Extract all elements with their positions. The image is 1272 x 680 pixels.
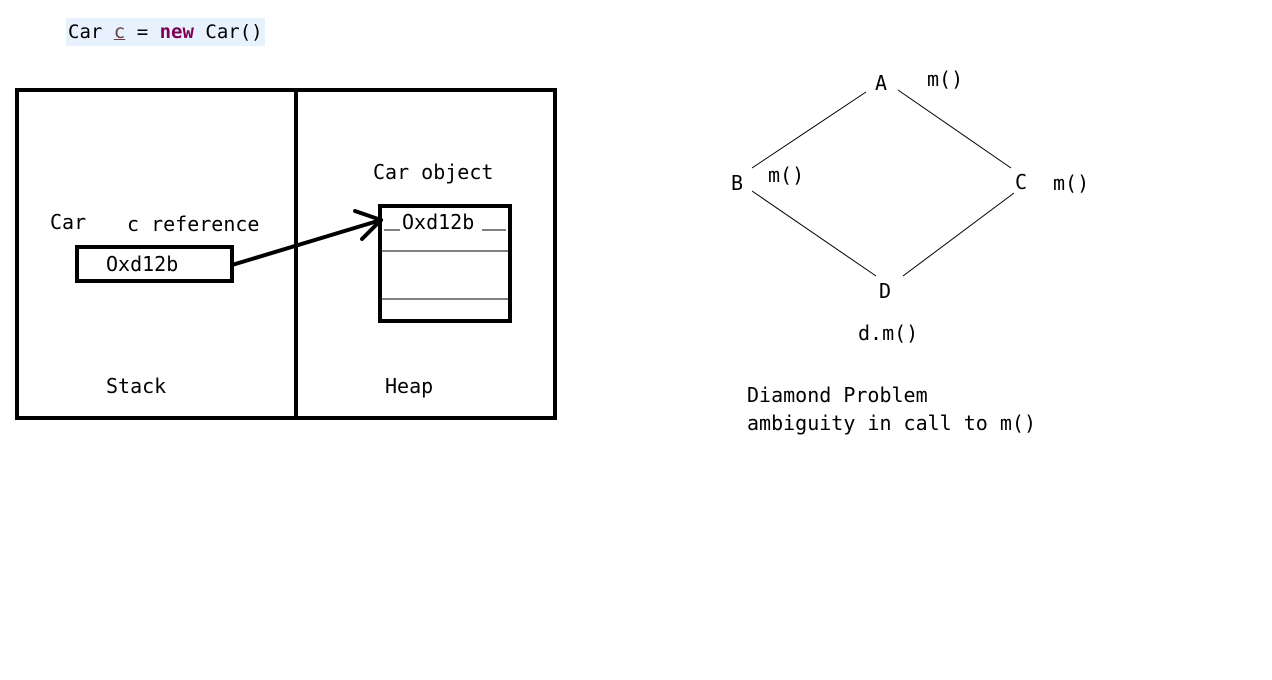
reference-arrow-head: [353, 209, 383, 241]
stack-class-label: Car: [50, 210, 87, 234]
edge-a-c: [897, 89, 1012, 169]
diamond-call: d.m(): [858, 321, 919, 345]
code-constructor: Car(): [205, 21, 263, 43]
node-a-method: m(): [927, 67, 964, 91]
edge-b-d: [751, 190, 877, 277]
memory-frame: [15, 88, 557, 420]
node-a: A: [875, 71, 888, 95]
code-variable: c: [113, 21, 126, 43]
edge-a-b: [751, 91, 867, 169]
stack-reference-value: Oxd12b: [106, 252, 179, 276]
node-c: C: [1015, 170, 1028, 194]
heap-object-box: [378, 204, 512, 323]
node-c-method: m(): [1053, 171, 1090, 195]
heap-object-address: Oxd12b: [402, 210, 475, 234]
code-statement: Car c = new Car(): [66, 18, 265, 46]
diamond-caption-desc: ambiguity in call to m(): [747, 411, 1036, 435]
node-d: D: [879, 279, 892, 303]
code-new-keyword: new: [159, 21, 194, 43]
node-b-method: m(): [768, 163, 805, 187]
stack-label: Stack: [106, 374, 167, 398]
stack-reference-label: c reference: [127, 212, 260, 236]
reference-arrow: [230, 218, 383, 267]
code-type: Car: [68, 21, 103, 43]
heap-object-label: Car object: [373, 160, 494, 184]
heap-label: Heap: [385, 374, 434, 398]
diamond-caption-title: Diamond Problem: [747, 383, 928, 407]
edge-c-d: [902, 192, 1015, 277]
code-equals: =: [136, 21, 149, 43]
node-b: B: [731, 171, 744, 195]
